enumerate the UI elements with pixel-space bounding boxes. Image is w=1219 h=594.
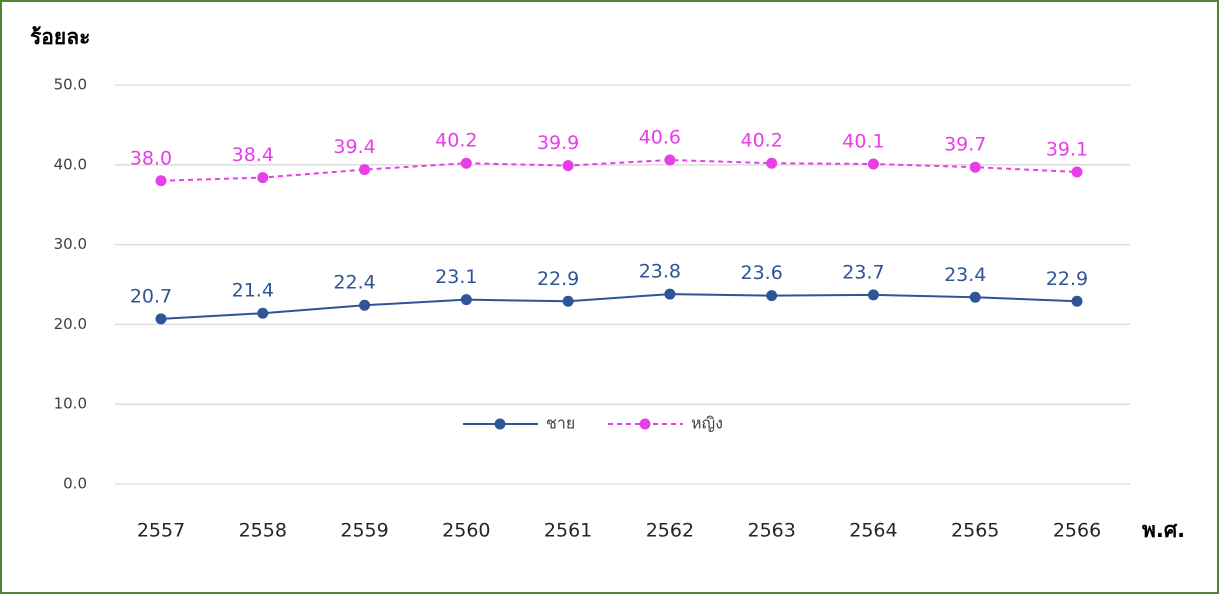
data-label: 23.4 [944,264,986,286]
data-point [867,289,879,301]
x-tick-label: 2557 [137,520,185,542]
series-line [160,293,1078,320]
data-point [359,164,371,176]
data-point [1071,295,1083,307]
y-tick-label: 0.0 [63,475,87,493]
data-point [1071,166,1083,178]
data-point [664,288,676,300]
x-tick-label: 2561 [544,520,592,542]
legend-marker [639,418,651,430]
x-tick-label: 2558 [239,520,287,542]
data-point [155,313,167,325]
y-tick-label: 20.0 [54,315,87,333]
data-point [460,157,472,169]
data-point [257,172,269,184]
data-label: 21.4 [232,280,274,302]
data-label: 23.8 [639,261,681,283]
data-point [460,294,472,306]
data-point [155,175,167,187]
data-point [664,154,676,166]
data-label: 22.4 [333,272,375,294]
data-label: 22.9 [1046,268,1088,290]
data-label: 38.0 [130,147,172,169]
data-point [969,161,981,173]
x-tick-label: 2562 [646,520,694,542]
data-point [562,295,574,307]
legend-label: หญิง [691,414,723,433]
y-tick-label: 10.0 [54,395,87,413]
data-point [766,157,778,169]
y-tick-label: 30.0 [54,235,87,253]
y-tick-label: 40.0 [54,155,87,173]
legend-marker [494,418,506,430]
x-axis-label: พ.ศ. [1142,518,1185,542]
x-tick-label: 2563 [747,520,795,542]
data-label: 40.1 [842,131,884,153]
y-tick-label: 50.0 [54,76,87,94]
data-label: 23.7 [842,261,884,283]
x-tick-label: 2560 [442,520,490,542]
x-tick-label: 2564 [849,520,897,542]
data-point [562,160,574,172]
data-label: 39.1 [1046,138,1088,160]
data-point [359,299,371,311]
data-point [766,290,778,302]
data-label: 39.4 [333,136,375,158]
data-label: 22.9 [537,268,579,290]
data-point [969,291,981,303]
data-label: 39.9 [537,132,579,154]
data-label: 39.7 [944,134,986,156]
x-tick-label: 2559 [340,520,388,542]
data-point [257,307,269,319]
data-label: 40.2 [741,130,783,152]
data-label: 40.6 [639,127,681,149]
data-label: 23.6 [741,262,783,284]
legend-label: ชาย [546,414,575,433]
data-label: 38.4 [232,144,274,166]
data-label: 20.7 [130,285,172,307]
x-tick-label: 2565 [951,520,999,542]
x-tick-label: 2566 [1053,520,1101,542]
data-label: 40.2 [435,130,477,152]
data-point [867,158,879,170]
data-label: 23.1 [435,266,477,288]
y-axis-label: ร้อยละ [30,25,90,49]
